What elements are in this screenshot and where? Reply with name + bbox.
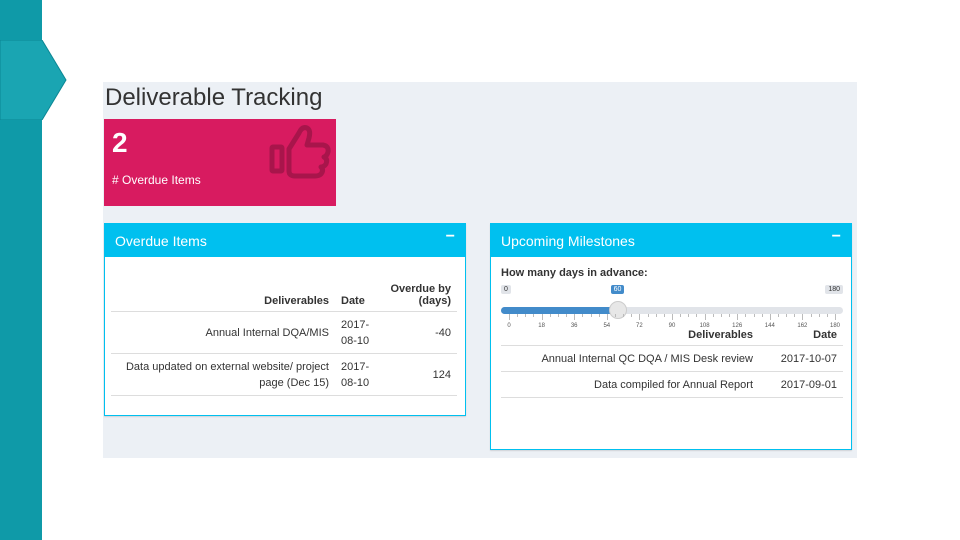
upcoming-milestones-box: Upcoming Milestones − How many days in a… xyxy=(490,223,852,450)
overdue-count-label: # Overdue Items xyxy=(112,173,201,187)
slider-minor-tick xyxy=(598,314,600,317)
slider-tick xyxy=(769,314,771,320)
chevron-right-icon xyxy=(0,40,67,120)
overdue-count-value-box: 2 # Overdue Items xyxy=(104,119,336,206)
overdue-items-box: Overdue Items − Deliverables Date Overdu… xyxy=(104,223,466,416)
page-title: Deliverable Tracking xyxy=(105,84,323,111)
slider-minor-tick xyxy=(761,314,763,317)
slider-tick xyxy=(737,314,739,320)
dashboard-body: Deliverable Tracking 2 # Overdue Items O… xyxy=(103,82,857,458)
slider-minor-tick xyxy=(631,314,633,317)
slider-minor-tick xyxy=(623,314,625,317)
slider-min-label: 0 xyxy=(501,285,511,294)
slider-minor-tick xyxy=(655,314,657,317)
slider-tick xyxy=(835,314,836,320)
slider-minor-tick xyxy=(525,314,527,317)
table-row: Data compiled for Annual Report 2017-09-… xyxy=(501,371,843,398)
slider-minor-tick xyxy=(647,314,649,317)
overdue-days-cell: -40 xyxy=(381,311,457,354)
overdue-count-value: 2 xyxy=(112,127,128,158)
slider-tick xyxy=(672,314,673,320)
slider-fill xyxy=(501,307,618,314)
slider-minor-tick xyxy=(818,314,820,317)
slider-handle[interactable] xyxy=(608,301,627,319)
slider-minor-tick xyxy=(557,314,559,317)
deliverable-cell: Annual Internal DQA/MIS xyxy=(111,311,335,354)
column-header-overdue-by[interactable]: Overdue by (days) xyxy=(381,269,457,312)
slider-minor-tick xyxy=(777,314,779,317)
slider-tick xyxy=(606,314,608,320)
slider-minor-tick xyxy=(663,314,665,317)
slider-minor-tick xyxy=(688,314,690,317)
upcoming-milestones-header: Upcoming Milestones − xyxy=(491,223,851,257)
overdue-items-table: Deliverables Date Overdue by (days) Annu… xyxy=(111,269,457,396)
slider-minor-tick xyxy=(712,314,714,317)
table-row: Annual Internal QC DQA / MIS Desk review… xyxy=(501,345,843,372)
collapse-button[interactable]: − xyxy=(831,228,841,245)
overdue-items-header: Overdue Items − xyxy=(105,223,465,257)
slider-value-label: 60 xyxy=(610,285,625,294)
slider-minor-tick xyxy=(786,314,788,317)
slider-minor-tick xyxy=(753,314,755,317)
overdue-items-title: Overdue Items xyxy=(115,233,207,249)
slider-tick xyxy=(704,314,706,320)
thumbs-up-icon xyxy=(269,125,331,179)
slider-minor-tick xyxy=(582,314,584,317)
slider-minor-tick xyxy=(549,314,551,317)
slider-tick xyxy=(509,314,510,320)
slider-minor-tick xyxy=(720,314,722,317)
slider-minor-tick xyxy=(590,314,592,317)
slider-minor-tick xyxy=(745,314,747,317)
date-cell: 2017-08-10 xyxy=(335,311,381,354)
slider-minor-tick xyxy=(794,314,796,317)
slider-max-label: 180 xyxy=(825,285,843,294)
slider-minor-tick xyxy=(614,314,616,317)
deliverable-cell: Annual Internal QC DQA / MIS Desk review xyxy=(501,345,759,372)
column-header-deliverables[interactable]: Deliverables xyxy=(111,269,335,312)
slider-minor-tick xyxy=(810,314,812,317)
deliverable-cell: Data updated on external website/ projec… xyxy=(111,353,335,396)
date-cell: 2017-10-07 xyxy=(759,345,843,372)
deliverable-cell: Data compiled for Annual Report xyxy=(501,371,759,398)
days-in-advance-label: How many days in advance: xyxy=(501,267,648,279)
table-row: Annual Internal DQA/MIS 2017-08-10 -40 xyxy=(111,311,457,354)
slider-tick xyxy=(802,314,804,320)
column-header-deliverables[interactable]: Deliverables xyxy=(501,319,759,346)
slider-minor-tick xyxy=(729,314,731,317)
column-header-date[interactable]: Date xyxy=(335,269,381,312)
column-header-date[interactable]: Date xyxy=(759,319,843,346)
upcoming-milestones-table: Deliverables Date Annual Internal QC DQA… xyxy=(501,319,843,398)
slider-track[interactable] xyxy=(501,307,843,314)
slider-minor-tick xyxy=(680,314,682,317)
date-cell: 2017-08-10 xyxy=(335,353,381,396)
slider-minor-tick xyxy=(826,314,828,317)
slider-minor-tick xyxy=(533,314,535,317)
table-row: Data updated on external website/ projec… xyxy=(111,353,457,396)
overdue-days-cell: 124 xyxy=(381,353,457,396)
slider-tick xyxy=(639,314,641,320)
slider-minor-tick xyxy=(566,314,568,317)
slider-tick xyxy=(541,314,543,320)
date-cell: 2017-09-01 xyxy=(759,371,843,398)
slider-minor-tick xyxy=(696,314,698,317)
upcoming-milestones-title: Upcoming Milestones xyxy=(501,233,635,249)
slider-minor-tick xyxy=(517,314,519,317)
collapse-button[interactable]: − xyxy=(445,228,455,245)
slider-tick xyxy=(574,314,576,320)
